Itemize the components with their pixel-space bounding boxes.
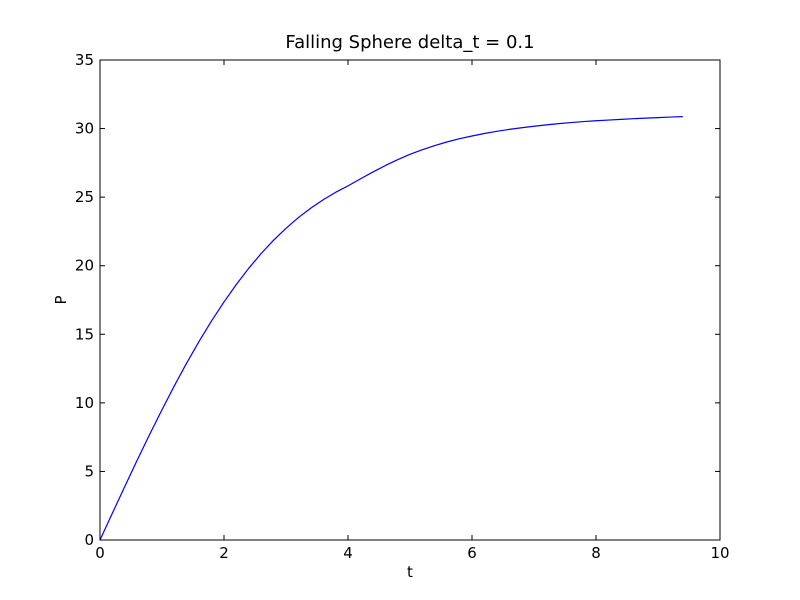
x-axis-label: t xyxy=(407,563,413,581)
plot-area xyxy=(100,60,720,540)
x-tick-label-1: 2 xyxy=(219,544,229,562)
x-tick-label-3: 6 xyxy=(467,544,477,562)
ticks-layer: 0 2 4 6 8 10 0 5 10 15 20 25 30 35 xyxy=(75,51,730,562)
y-tick-label-1: 5 xyxy=(84,462,94,480)
y-tick-label-4: 20 xyxy=(75,257,94,275)
x-tick-label-2: 4 xyxy=(343,544,353,562)
chart-title: Falling Sphere delta_t = 0.1 xyxy=(285,32,534,53)
series-layer xyxy=(99,116,683,541)
y-tick-label-5: 25 xyxy=(75,188,94,206)
y-tick-label-0: 0 xyxy=(84,531,94,549)
x-tick-label-0: 0 xyxy=(95,544,105,562)
x-tick-label-5: 10 xyxy=(710,544,729,562)
x-tick-label-4: 8 xyxy=(591,544,601,562)
y-axis-label: P xyxy=(52,295,70,304)
y-tick-label-3: 15 xyxy=(75,325,94,343)
y-tick-label-2: 10 xyxy=(75,394,94,412)
plot-frame xyxy=(99,59,721,541)
y-tick-label-7: 35 xyxy=(75,51,94,69)
y-tick-label-6: 30 xyxy=(75,120,94,138)
series-line-0 xyxy=(99,116,683,541)
